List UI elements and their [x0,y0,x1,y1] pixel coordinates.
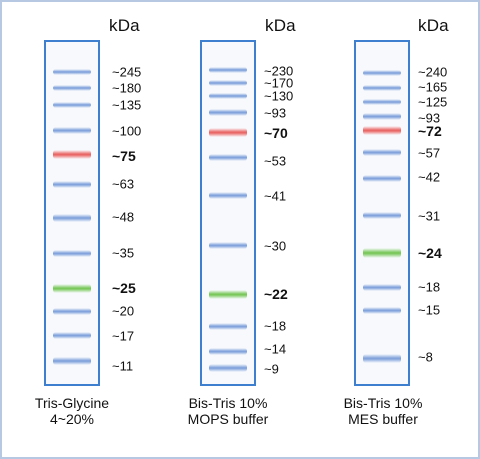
marker-label: ~18 [264,318,287,334]
band [363,212,401,219]
marker-label: ~11 [112,358,134,374]
band [363,126,401,135]
band [363,175,401,182]
marker-label: ~15 [418,302,441,318]
band [363,248,401,258]
marker-label: ~72 [418,123,442,139]
caption-line: MES buffer [348,411,418,427]
band [53,85,91,91]
marker-label: ~30 [264,238,287,254]
marker-label: ~41 [264,188,287,204]
marker-label: ~100 [112,123,142,139]
band [363,70,401,76]
marker-label: ~93 [264,105,287,121]
caption-line: Bis-Tris 10% [188,395,268,411]
band [363,284,401,291]
gel-lane [200,40,256,386]
band [53,250,91,257]
band [363,149,401,156]
marker-label: ~63 [112,176,135,192]
band [363,307,401,314]
kda-header: kDa [265,16,296,35]
marker-label: ~135 [112,97,142,113]
marker-label: ~240 [418,64,448,80]
marker-label: ~31 [418,208,441,224]
marker-label: ~25 [112,280,136,296]
band [53,181,91,188]
band [53,332,91,339]
marker-label: ~48 [112,209,135,225]
ladder-panel-bis-tris-mops: kDa ~230 ~170 ~130 ~93 ~70 ~53 ~41 ~30 ~… [188,2,357,457]
band [209,348,247,355]
band [53,214,91,222]
band [209,323,247,330]
band [53,308,91,315]
band [209,80,247,86]
gel-lane [354,40,410,386]
band [209,364,247,372]
lane-caption: Tris-Glycine 4~20% [0,395,152,427]
band [209,128,247,137]
marker-label: ~17 [112,328,135,344]
marker-label: ~245 [112,64,142,80]
marker-label: ~20 [112,303,135,319]
marker-label: ~170 [264,75,294,91]
marker-label: ~125 [418,94,448,110]
band [53,357,91,365]
marker-label: ~9 [264,361,279,377]
band [363,113,401,120]
band [363,354,401,363]
marker-label: ~57 [418,145,441,161]
band [209,192,247,199]
marker-label: ~53 [264,153,287,169]
marker-label: ~24 [418,245,442,261]
caption-line: MOPS buffer [187,411,269,427]
ladder-panel-bis-tris-mes: kDa ~240 ~165 ~125 ~93 ~72 ~57 ~42 ~31 ~… [344,2,480,457]
band [363,99,401,105]
lane-caption: Bis-Tris 10% MOPS buffer [148,395,308,427]
marker-label: ~230 [264,63,294,79]
marker-label: ~93 [418,110,441,126]
band [209,93,247,99]
kda-header: kDa [109,16,140,35]
band [53,150,91,159]
marker-label: ~70 [264,125,288,141]
marker-label: ~75 [112,148,136,164]
caption-line: Bis-Tris 10% [343,395,423,411]
band [53,69,91,75]
band [209,154,247,161]
caption-line: 4~20% [50,411,94,427]
marker-label: ~180 [112,80,142,96]
marker-label: ~35 [112,245,135,261]
gel-lane [44,40,100,386]
band [53,102,91,108]
caption-line: Tris-Glycine [34,395,110,411]
marker-label: ~165 [418,79,448,95]
band [53,127,91,134]
marker-label: ~130 [264,88,294,104]
ladder-panel-tris-glycine: kDa ~245 ~180 ~135 ~100 ~75 ~63 ~48 ~35 … [35,2,200,457]
band [209,290,247,299]
marker-label: ~14 [264,341,287,357]
marker-label: ~22 [264,286,288,302]
marker-label: ~18 [418,279,441,295]
kda-header: kDa [418,16,449,35]
lane-caption: Bis-Tris 10% MES buffer [303,395,463,427]
band [53,284,91,293]
band [209,109,247,116]
marker-label: ~42 [418,169,441,185]
marker-label: ~8 [418,349,433,365]
band [363,85,401,91]
band [209,67,247,73]
band [209,242,247,249]
